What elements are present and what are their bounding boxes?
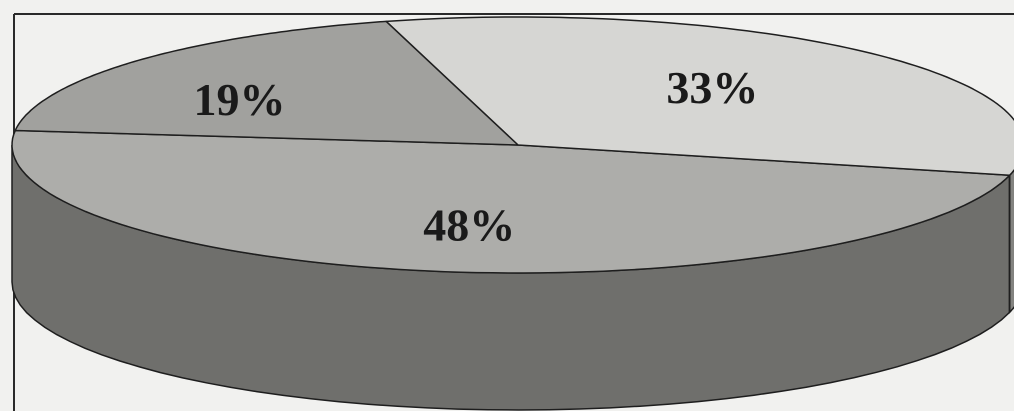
pie-labels: 48% 33% 19% bbox=[194, 62, 759, 251]
pie-slice-0 bbox=[11, 129, 1011, 274]
slice-label-0: 48% bbox=[423, 200, 515, 251]
slice-label-1: 33% bbox=[666, 62, 758, 113]
slice-label-2: 19% bbox=[194, 74, 286, 125]
pie-slice-1 bbox=[385, 16, 1014, 177]
pie-tops bbox=[11, 16, 1014, 274]
pie-slice-2 bbox=[14, 20, 519, 146]
